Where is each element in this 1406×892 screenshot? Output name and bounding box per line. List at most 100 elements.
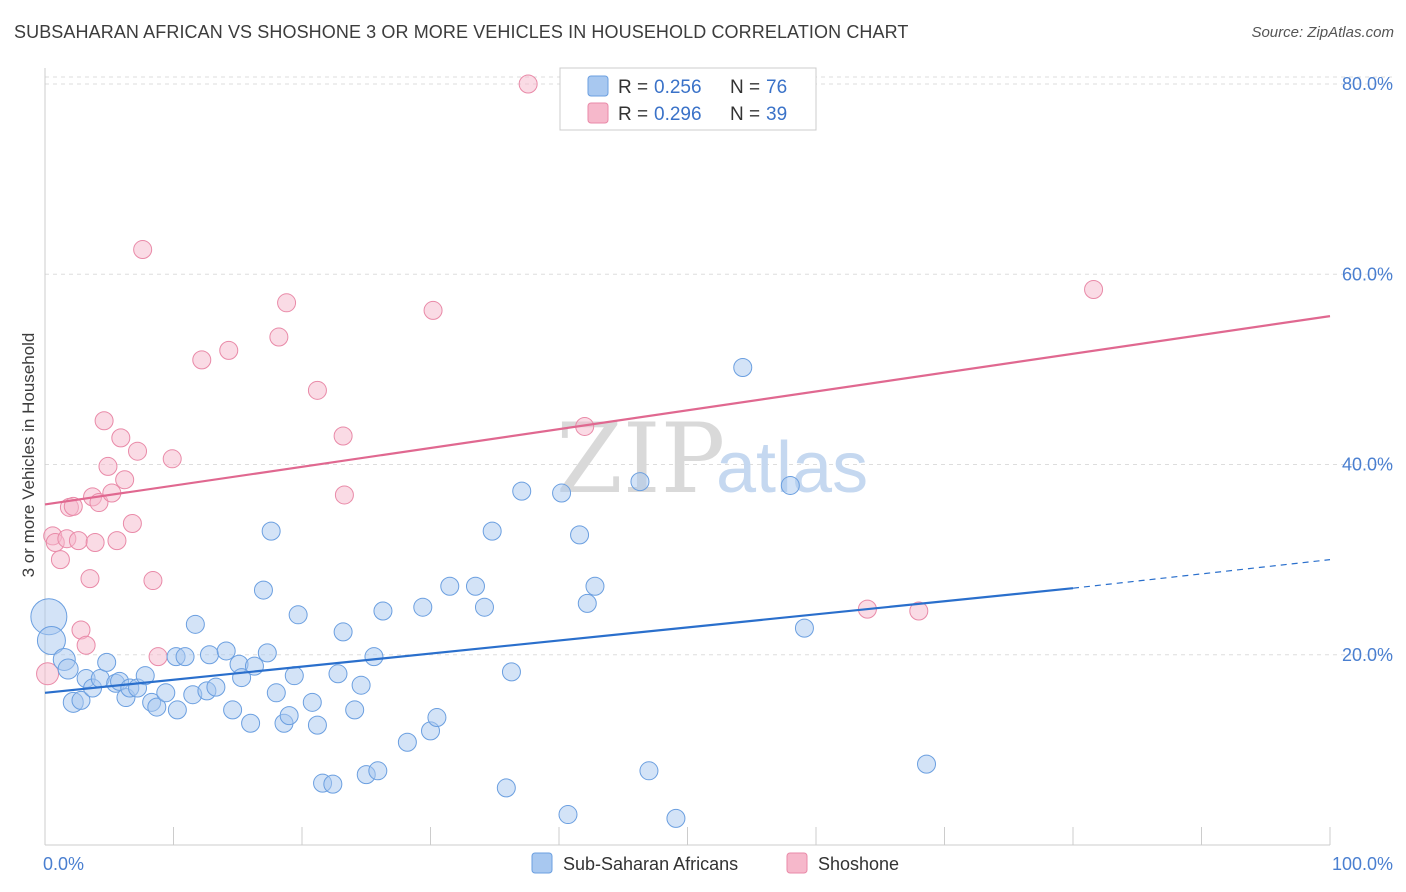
subsaharan-point-31 xyxy=(241,713,261,733)
shoshone-point-38 xyxy=(1084,279,1104,299)
subsaharan-point-68 xyxy=(585,576,605,596)
trend-lines xyxy=(44,315,1331,694)
bottom-legend-swatch-pink xyxy=(786,852,808,874)
subsaharan-point-71 xyxy=(666,808,686,828)
subsaharan-point-21 xyxy=(175,647,195,667)
watermark-atlas: atlas xyxy=(716,428,868,508)
shoshone-point-34 xyxy=(518,74,538,94)
x-tick-label-min: 0.0% xyxy=(43,854,84,874)
bottom-legend-label-pink: Shoshone xyxy=(818,854,899,874)
shoshone-point-24 xyxy=(148,647,168,667)
subsaharan-point-9 xyxy=(97,652,117,672)
shoshone-point-15 xyxy=(98,456,118,476)
subsaharan-point-62 xyxy=(501,662,521,682)
subsaharan-point-47 xyxy=(345,700,365,720)
legend-r-value-blue: 0.256 xyxy=(654,77,702,98)
subsaharan-point-36 xyxy=(266,683,286,703)
subsaharan-point-25 xyxy=(199,645,219,665)
subsaharan-point-1 xyxy=(36,625,66,655)
shoshone-point-0 xyxy=(36,662,60,686)
shoshone-point-20 xyxy=(122,513,142,533)
shoshone-point-10 xyxy=(80,569,100,589)
axes xyxy=(44,68,1331,846)
subsaharan-point-75 xyxy=(917,754,937,774)
x-tick-label-max: 100.0% xyxy=(1332,854,1393,874)
shoshone-point-28 xyxy=(269,327,289,347)
legend-r-label-pink: R = xyxy=(618,104,648,125)
y-axis-label: 3 or more Vehicles in Household xyxy=(19,333,38,578)
legend-n-value-pink: 39 xyxy=(766,104,787,125)
shoshone-point-19 xyxy=(115,470,135,490)
legend-swatch-blue xyxy=(587,75,609,97)
legend-n-label-blue: N = xyxy=(730,77,760,98)
shoshone-point-23 xyxy=(143,571,163,591)
y-tick-label-2: 60.0% xyxy=(1342,264,1393,284)
subsaharan-point-3 xyxy=(57,658,79,680)
shoshone-point-26 xyxy=(192,350,212,370)
shoshone-point-17 xyxy=(107,531,127,551)
legend-n-label-pink: N = xyxy=(730,104,760,125)
subsaharan-point-33 xyxy=(253,580,273,600)
shoshone-point-27 xyxy=(219,340,239,360)
subsaharan-point-61 xyxy=(496,778,516,798)
subsaharan-point-64 xyxy=(552,483,572,503)
shoshone-trend-line xyxy=(44,315,1331,506)
shoshone-point-14 xyxy=(94,411,114,431)
subsaharan-point-63 xyxy=(512,481,532,501)
x-tick-labels: 0.0% 100.0% xyxy=(43,854,1393,874)
subsaharan-point-45 xyxy=(328,664,348,684)
subsaharan-trend-line xyxy=(44,587,1074,694)
subsaharan-point-73 xyxy=(780,475,800,495)
subsaharan-point-39 xyxy=(284,666,304,686)
subsaharan-point-58 xyxy=(465,576,485,596)
subsaharan-point-51 xyxy=(368,761,388,781)
source-label: Source: ZipAtlas.com xyxy=(1251,24,1394,41)
legend-swatch-pink xyxy=(587,102,609,124)
shoshone-point-29 xyxy=(277,293,297,313)
subsaharan-point-59 xyxy=(474,597,494,617)
shoshone-point-21 xyxy=(128,441,148,461)
y-tick-label-1: 40.0% xyxy=(1342,455,1393,475)
subsaharan-point-56 xyxy=(427,708,447,728)
subsaharan-point-40 xyxy=(288,605,308,625)
subsaharan-point-15 xyxy=(135,666,155,686)
subsaharan-point-22 xyxy=(185,614,205,634)
y-tick-labels: 20.0% 40.0% 60.0% 80.0% xyxy=(1342,74,1393,665)
shoshone-point-7 xyxy=(68,531,88,551)
shoshone-point-12 xyxy=(85,533,105,553)
legend-r-label-blue: R = xyxy=(618,77,648,98)
subsaharan-point-52 xyxy=(373,601,393,621)
shoshone-point-3 xyxy=(50,550,70,570)
shoshone-point-18 xyxy=(111,428,131,448)
subsaharan-point-48 xyxy=(351,675,371,695)
legend-r-value-pink: 0.296 xyxy=(654,104,702,125)
shoshone-point-9 xyxy=(76,635,96,655)
subsaharan-point-54 xyxy=(413,597,433,617)
subsaharan-point-67 xyxy=(577,593,597,613)
subsaharan-point-44 xyxy=(323,774,343,794)
shoshone-point-30 xyxy=(307,380,327,400)
bottom-legend: Sub-Saharan Africans Shoshone xyxy=(531,852,899,874)
subsaharan-point-26 xyxy=(206,677,226,697)
subsaharan-point-17 xyxy=(147,697,167,717)
subsaharan-point-74 xyxy=(794,618,814,638)
subsaharan-point-28 xyxy=(223,700,243,720)
y-tick-label-0: 20.0% xyxy=(1342,645,1393,665)
shoshone-points xyxy=(36,74,1104,686)
shoshone-point-33 xyxy=(423,300,443,320)
shoshone-point-32 xyxy=(334,485,354,505)
y-tick-label-3: 80.0% xyxy=(1342,74,1393,94)
subsaharan-points xyxy=(30,357,937,828)
subsaharan-point-38 xyxy=(279,706,299,726)
subsaharan-point-42 xyxy=(307,715,327,735)
subsaharan-trend-extension xyxy=(1072,559,1331,589)
shoshone-point-25 xyxy=(162,449,182,469)
subsaharan-point-50 xyxy=(364,647,384,667)
bottom-legend-label-blue: Sub-Saharan Africans xyxy=(563,854,738,874)
subsaharan-point-34 xyxy=(257,643,277,663)
subsaharan-point-60 xyxy=(482,521,502,541)
chart-title: SUBSAHARAN AFRICAN VS SHOSHONE 3 OR MORE… xyxy=(14,22,909,42)
subsaharan-point-69 xyxy=(630,472,650,492)
grid-lines xyxy=(45,76,1392,656)
